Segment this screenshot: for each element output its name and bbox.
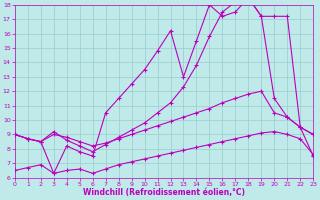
X-axis label: Windchill (Refroidissement éolien,°C): Windchill (Refroidissement éolien,°C) [83,188,245,197]
